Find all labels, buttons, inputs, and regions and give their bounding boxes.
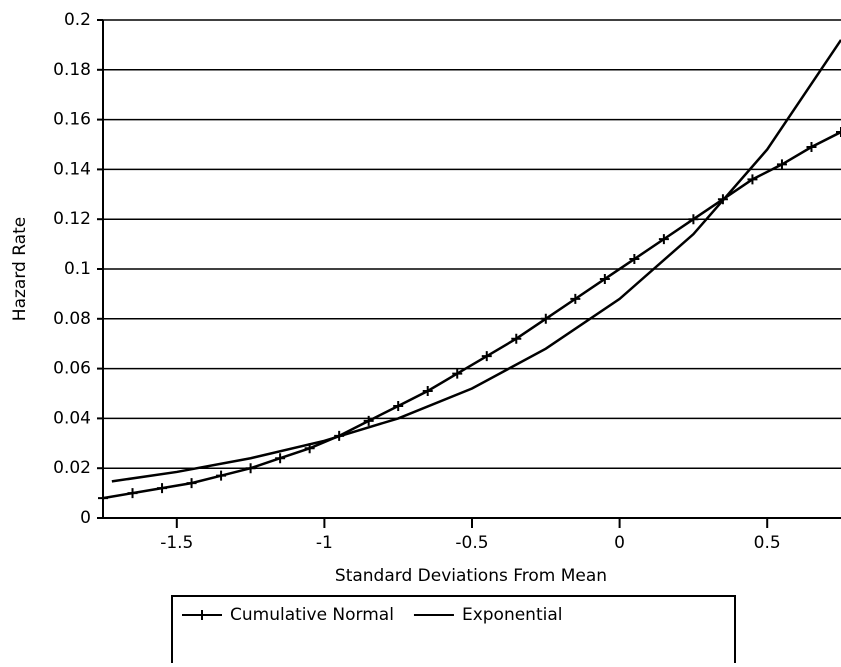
y-tick-label: 0.1 <box>64 259 91 279</box>
data-point <box>422 386 433 397</box>
y-tick-label: 0.2 <box>64 10 91 30</box>
series-line <box>102 130 841 500</box>
data-point <box>157 483 168 494</box>
x-tick-label: 0 <box>614 533 625 553</box>
x-tick-label: 0.5 <box>754 533 781 553</box>
data-point <box>216 470 227 481</box>
data-point <box>127 488 138 499</box>
y-tick-label: 0.08 <box>53 309 91 329</box>
legend-label: Exponential <box>462 605 563 625</box>
data-point <box>658 234 669 245</box>
data-point <box>776 159 787 170</box>
y-tick-label: 0.04 <box>53 408 91 428</box>
data-point <box>275 453 286 464</box>
data-point <box>806 141 817 152</box>
data-point <box>836 127 841 138</box>
data-point <box>599 273 610 284</box>
y-axis-label: Hazard Rate <box>10 217 30 321</box>
x-tick-label: -1.5 <box>160 533 193 553</box>
data-point <box>511 333 522 344</box>
data-point <box>570 293 581 304</box>
y-tick-label: 0.18 <box>53 60 91 80</box>
data-point <box>245 463 256 474</box>
data-point <box>393 400 404 411</box>
series-line <box>111 39 841 483</box>
data-point <box>452 368 463 379</box>
data-point <box>98 493 108 504</box>
x-tick-label: -1 <box>316 533 333 553</box>
y-tick-label: 0.12 <box>53 209 91 229</box>
data-point <box>688 214 699 225</box>
y-tick-label: 0 <box>80 508 91 528</box>
x-axis-label: Standard Deviations From Mean <box>335 566 607 586</box>
legend-marker <box>197 610 207 620</box>
legend-label: Cumulative Normal <box>230 605 394 625</box>
data-point <box>540 313 551 324</box>
data-point <box>186 478 197 489</box>
y-tick-label: 0.14 <box>53 159 91 179</box>
y-tick-label: 0.06 <box>53 359 91 379</box>
y-tick-label: 0.16 <box>53 110 91 130</box>
data-point <box>363 415 374 426</box>
x-tick-label: -0.5 <box>455 533 488 553</box>
data-point <box>629 254 640 265</box>
data-point <box>747 174 758 185</box>
data-point <box>481 351 492 362</box>
y-tick-label: 0.02 <box>53 458 91 478</box>
